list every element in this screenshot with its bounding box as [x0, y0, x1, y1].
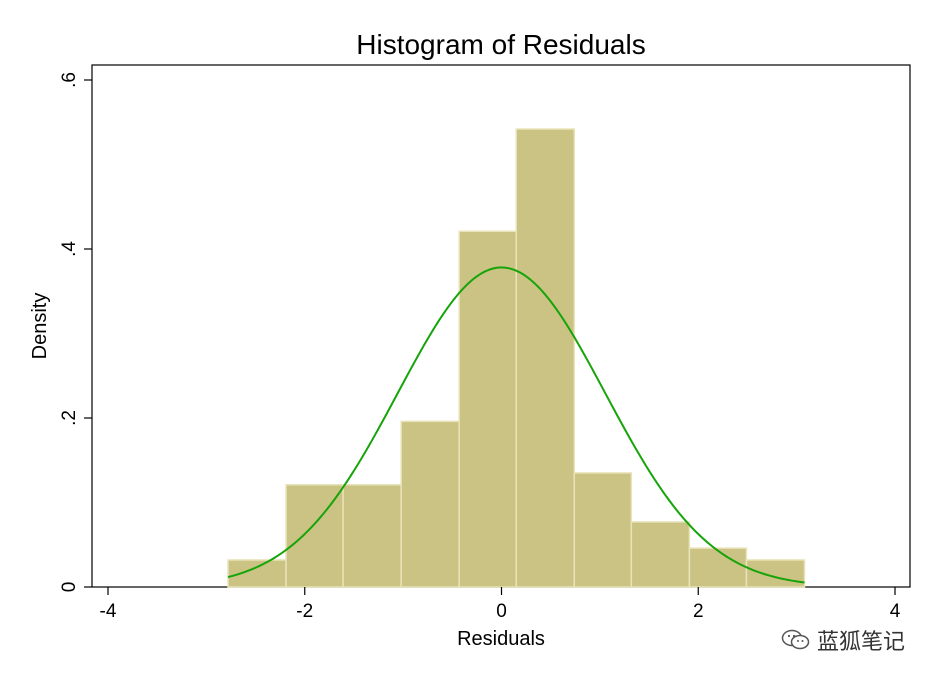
x-tick-label: 2 [693, 601, 704, 622]
histogram-bar [227, 559, 287, 588]
x-tick-label: -4 [100, 601, 117, 622]
histogram-bar [400, 420, 460, 588]
y-axis-title: Density [29, 293, 51, 360]
x-tick-label: 0 [496, 601, 507, 622]
histogram-bar [573, 472, 633, 588]
x-tick-label: 4 [890, 601, 901, 622]
watermark-text: 蓝狐笔记 [816, 630, 905, 655]
histogram-bar [515, 128, 576, 588]
watermark: 蓝狐笔记 [781, 624, 905, 656]
histogram-bar [342, 484, 402, 588]
histogram-bar [458, 230, 518, 588]
chart-title: Histogram of Residuals [356, 29, 645, 60]
y-tick-label: .2 [59, 410, 80, 426]
histogram-bar [745, 559, 806, 588]
x-axis-title: Residuals [457, 628, 545, 650]
y-tick-label: .4 [59, 241, 80, 257]
wechat-icon [781, 629, 810, 650]
y-tick-label: .6 [59, 72, 80, 88]
normal-density-curve [227, 266, 805, 584]
histogram-bar [688, 547, 748, 588]
y-tick-label: 0 [59, 582, 80, 593]
histogram-bar [630, 521, 691, 588]
x-tick-label: -2 [296, 601, 313, 622]
